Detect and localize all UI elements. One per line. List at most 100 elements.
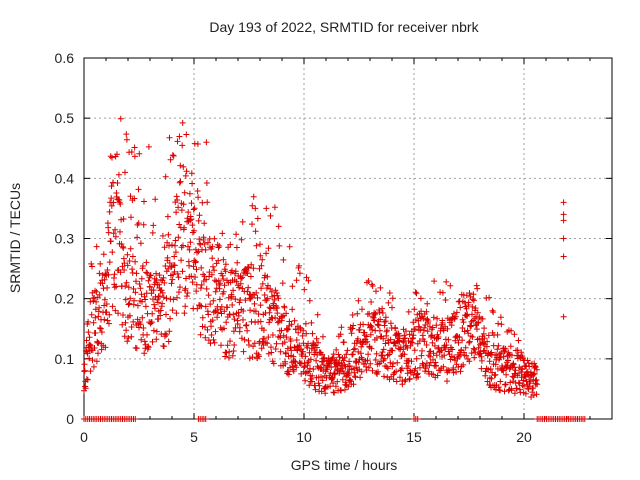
data-point xyxy=(266,304,273,311)
data-point xyxy=(166,328,173,335)
data-point xyxy=(382,340,389,347)
data-point xyxy=(106,320,112,327)
data-point xyxy=(129,266,136,273)
y-tick-label: 0.1 xyxy=(55,351,75,367)
data-point xyxy=(87,341,93,348)
data-point xyxy=(258,345,265,352)
data-point xyxy=(401,378,408,385)
data-point xyxy=(208,271,215,278)
data-point xyxy=(115,171,122,178)
data-point xyxy=(474,309,481,316)
data-point xyxy=(439,289,446,296)
data-point xyxy=(283,334,290,341)
data-point xyxy=(104,317,111,324)
data-point xyxy=(440,363,447,370)
data-point xyxy=(255,353,262,360)
data-point xyxy=(380,357,387,364)
data-point xyxy=(212,328,219,335)
data-point xyxy=(204,326,211,333)
data-point xyxy=(390,376,397,383)
data-point xyxy=(161,343,167,350)
data-point xyxy=(135,220,142,227)
data-point xyxy=(466,358,473,365)
data-point xyxy=(530,385,537,391)
data-point xyxy=(177,162,184,169)
data-point xyxy=(86,355,93,362)
data-point xyxy=(203,285,210,292)
data-point xyxy=(434,315,441,322)
data-point xyxy=(103,301,110,307)
data-point xyxy=(214,314,221,321)
data-point xyxy=(166,134,173,141)
data-point xyxy=(350,346,357,353)
data-point xyxy=(155,316,162,322)
data-point xyxy=(398,365,405,372)
data-point xyxy=(381,355,388,362)
data-point xyxy=(81,367,88,374)
data-point xyxy=(413,355,420,362)
data-point xyxy=(269,332,276,338)
data-point xyxy=(282,349,289,356)
data-point xyxy=(367,360,374,367)
data-point xyxy=(122,296,129,303)
data-point xyxy=(288,321,295,328)
y-tick-label: 0 xyxy=(66,411,74,427)
data-point xyxy=(147,284,153,290)
data-point xyxy=(376,327,383,334)
data-point xyxy=(407,342,414,349)
data-point xyxy=(349,312,356,318)
data-point xyxy=(211,267,218,274)
data-point xyxy=(110,199,117,206)
data-point xyxy=(320,355,327,362)
data-point xyxy=(337,331,344,338)
data-point xyxy=(392,325,399,332)
data-point xyxy=(263,205,270,212)
data-point xyxy=(280,332,287,339)
data-point xyxy=(122,169,128,176)
data-point xyxy=(497,387,504,394)
data-point xyxy=(350,322,357,329)
data-point xyxy=(226,348,233,355)
data-point xyxy=(356,326,363,333)
data-point xyxy=(478,365,485,372)
data-point xyxy=(560,235,567,242)
data-point xyxy=(186,190,193,197)
data-point xyxy=(185,243,191,250)
data-point xyxy=(172,249,179,256)
data-point xyxy=(357,374,364,381)
data-point xyxy=(108,195,115,202)
data-point xyxy=(286,243,293,250)
data-point xyxy=(134,234,141,241)
data-point xyxy=(532,363,538,369)
data-point xyxy=(533,366,540,373)
data-point xyxy=(145,344,152,351)
data-point xyxy=(495,342,502,349)
data-point xyxy=(139,298,145,305)
data-point xyxy=(104,284,111,291)
data-point xyxy=(239,274,246,281)
data-point xyxy=(242,297,249,304)
data-point xyxy=(464,327,471,334)
data-point xyxy=(95,340,102,346)
data-point xyxy=(160,294,167,301)
data-point xyxy=(560,217,567,224)
data-point xyxy=(162,330,169,337)
data-point xyxy=(313,344,320,351)
data-point xyxy=(169,307,176,314)
data-point xyxy=(305,340,312,347)
data-point xyxy=(194,305,201,312)
data-point xyxy=(224,342,231,349)
data-point xyxy=(237,280,244,287)
data-point xyxy=(392,342,399,349)
data-point xyxy=(174,138,181,145)
data-point xyxy=(221,282,228,289)
data-point xyxy=(144,331,150,338)
data-point xyxy=(171,262,178,269)
data-point xyxy=(365,351,372,358)
data-point xyxy=(192,258,199,265)
data-point xyxy=(121,260,128,267)
data-point xyxy=(205,311,212,318)
data-point xyxy=(176,179,183,186)
data-point xyxy=(508,352,515,359)
data-point xyxy=(117,201,124,207)
